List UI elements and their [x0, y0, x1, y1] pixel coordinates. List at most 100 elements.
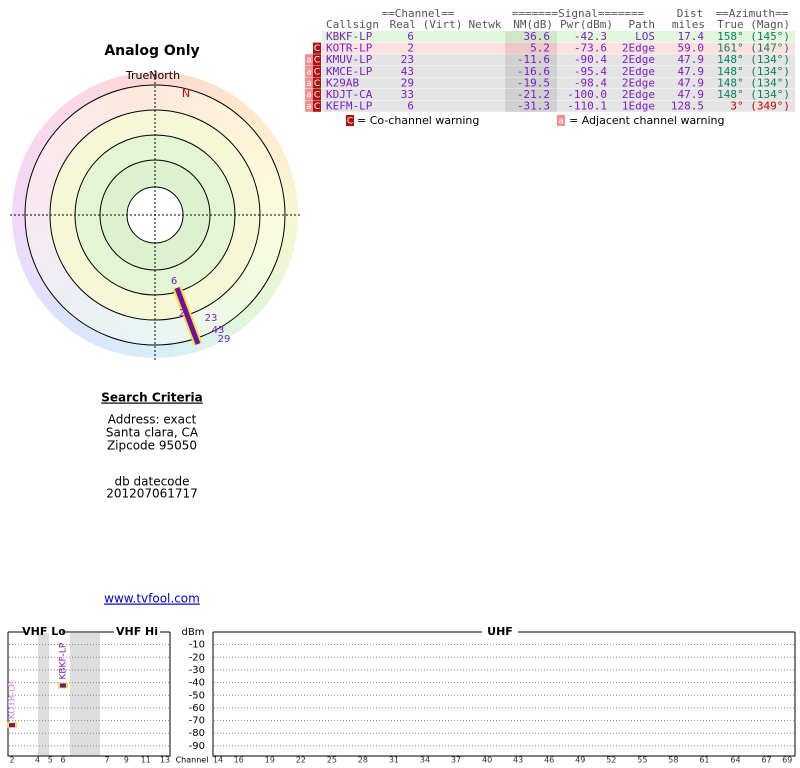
station-bar: [174, 287, 201, 345]
row-background: [322, 54, 795, 66]
channel-tick-label: 69: [782, 756, 792, 765]
warning-badge: [313, 65, 321, 77]
warning-key: a: [306, 91, 312, 101]
y-tick-label: -20: [189, 652, 205, 663]
channel-tick-label: 52: [606, 756, 616, 765]
cell-real: 23: [401, 53, 414, 66]
cell-dist: 17.4: [678, 30, 705, 43]
warning-key: C: [314, 102, 320, 112]
y-tick-label: -10: [189, 640, 205, 651]
cell-dist: 47.9: [678, 65, 705, 78]
row-background: [322, 77, 795, 89]
column-header: NM(dB): [513, 18, 553, 31]
warning-key: a: [306, 102, 312, 112]
channel-tick-label: 19: [265, 756, 275, 765]
criteria-heading: Search Criteria: [101, 391, 202, 405]
cell-nm: -11.6: [517, 53, 550, 66]
cell-nm: -19.5: [517, 76, 550, 89]
station-label: 6: [171, 276, 177, 287]
spectrum-frame: [7, 631, 796, 757]
cell-nm: -16.6: [517, 65, 550, 78]
marker-label: KOTR-LP: [8, 681, 18, 719]
y-tick-label: -90: [189, 741, 205, 752]
warning-key: C: [314, 56, 320, 66]
station-label: 2: [179, 308, 185, 319]
channel-tick-label: 64: [730, 756, 740, 765]
group-header: =======Signal=======: [512, 7, 645, 20]
cell-nm: -21.2: [517, 88, 550, 101]
channel-tick-label: 37: [451, 756, 461, 765]
warning-badge: [305, 65, 313, 77]
warning-key: a: [306, 67, 312, 77]
column-header: Netwk: [468, 18, 501, 31]
warning-key: C: [314, 67, 320, 77]
cell-real: 6: [407, 100, 414, 113]
channel-tick-label: 14: [213, 756, 223, 765]
criteria-line: Address: exact: [108, 413, 197, 427]
y-tick-label: -80: [189, 728, 205, 739]
warning-badge: [313, 89, 321, 101]
cell-pwr: -90.4: [574, 53, 607, 66]
warning-badge: [313, 77, 321, 89]
marker-label: KBKF-LP: [59, 642, 69, 679]
group-header: ==Channel==: [382, 7, 455, 20]
warning-badge: [305, 89, 313, 101]
column-header: miles: [672, 18, 705, 31]
cell-dist: 47.9: [678, 76, 705, 89]
cell-pwr: -110.1: [567, 100, 607, 113]
y-tick-label: -70: [189, 716, 205, 727]
cell-nm: -31.3: [517, 100, 550, 113]
band-label: VHF Hi: [116, 625, 158, 638]
warning-key: C: [314, 91, 320, 101]
warning-badge: [305, 77, 313, 89]
nm-shade: [505, 89, 557, 101]
channel-tick-label: 25: [327, 756, 337, 765]
cell-azimuth: 148° (134°): [717, 88, 790, 101]
column-header: True (Magn): [717, 18, 790, 31]
criteria-line: Santa clara, CA: [106, 426, 199, 440]
cell-azimuth: 148° (134°): [717, 65, 790, 78]
warning-badge: [313, 42, 321, 54]
channel-tick-label: 5: [48, 756, 53, 765]
warning-badge: [313, 100, 321, 112]
column-header: Callsign: [326, 18, 379, 31]
group-header: ==Azimuth==: [716, 7, 789, 20]
channel-tick-label: 11: [141, 756, 151, 765]
station-label: 23: [205, 313, 218, 324]
cell-nm: 36.6: [524, 30, 551, 43]
signal-marker-core: [60, 683, 66, 688]
warning-key: a: [306, 79, 312, 89]
north-marker: N: [182, 87, 190, 100]
cell-path: LOS: [635, 30, 655, 43]
cell-path: 2Edge: [622, 88, 655, 101]
legend-key: a: [558, 117, 564, 127]
channel-tick-label: 67: [761, 756, 771, 765]
cell-azimuth: 158° (145°): [717, 30, 790, 43]
legend-text: = Adjacent channel warning: [569, 114, 725, 127]
channel-tick-label: 58: [668, 756, 678, 765]
nm-shade: [505, 100, 557, 112]
channel-tick-label: 31: [389, 756, 399, 765]
cell-dist: 47.9: [678, 88, 705, 101]
criteria-line: Zipcode 95050: [107, 439, 197, 453]
cell-pwr: -100.0: [567, 88, 607, 101]
channel-tick-label: 34: [420, 756, 430, 765]
warning-badge: [305, 100, 313, 112]
datecode-label: db datecode: [114, 475, 189, 489]
cell-callsign: KMCE-LP: [326, 65, 373, 78]
x-axis-label: Channel: [176, 756, 209, 765]
channel-tick-label: 13: [160, 756, 170, 765]
column-header: Real (Virt): [390, 18, 463, 31]
site-link[interactable]: www.tvfool.com: [104, 592, 200, 606]
cell-pwr: -42.3: [574, 30, 607, 43]
channel-tick-label: 55: [637, 756, 647, 765]
band-label: VHF Lo: [22, 625, 66, 638]
cell-dist: 128.5: [671, 100, 704, 113]
channel-shade: [70, 633, 100, 756]
north-label: TrueNorth: [125, 69, 180, 82]
channel-tick-label: 49: [575, 756, 585, 765]
cell-azimuth: 161° (147°): [717, 42, 790, 55]
nm-shade: [505, 54, 557, 66]
